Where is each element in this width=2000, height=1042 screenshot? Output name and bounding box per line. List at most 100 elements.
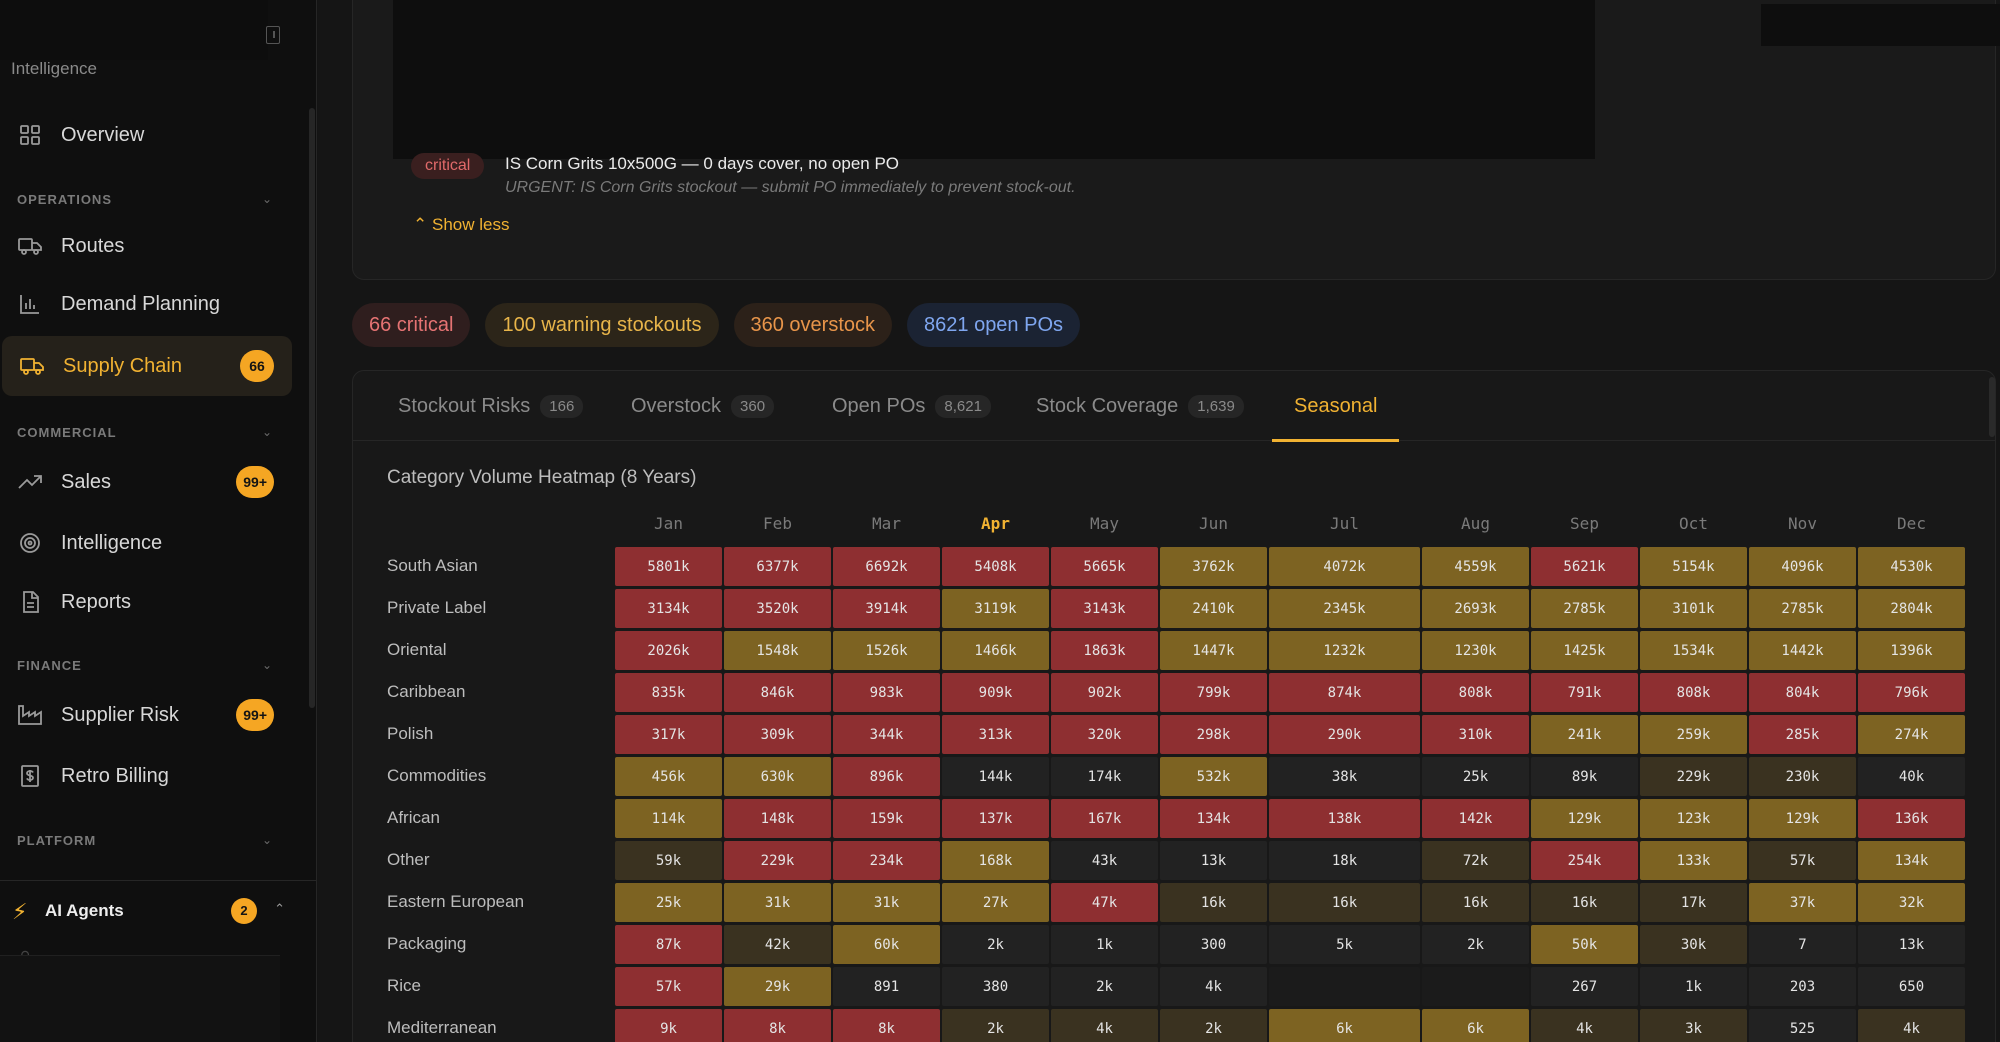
heatmap-cell[interactable]: 799k <box>1160 673 1267 712</box>
heatmap-cell[interactable]: 4072k <box>1269 547 1420 586</box>
critical-pill[interactable]: 66 critical <box>352 303 471 347</box>
heatmap-cell[interactable]: 285k <box>1749 715 1856 754</box>
heatmap-cell[interactable]: 380 <box>942 967 1049 1006</box>
sidebar-item-reports[interactable]: Reports <box>0 573 292 631</box>
heatmap-cell[interactable]: 134k <box>1160 799 1267 838</box>
heatmap-cell[interactable]: 13k <box>1160 841 1267 880</box>
sidebar-item-intelligence[interactable]: Intelligence <box>0 514 292 572</box>
chevron-up-icon[interactable]: ⌃ <box>274 901 285 916</box>
heatmap-cell[interactable]: 891 <box>833 967 940 1006</box>
heatmap-cell[interactable]: 123k <box>1640 799 1747 838</box>
heatmap-cell[interactable]: 47k <box>1051 883 1158 922</box>
card-scrollbar[interactable] <box>1989 377 1995 437</box>
heatmap-cell[interactable]: 8k <box>724 1009 831 1042</box>
heatmap-cell[interactable]: 1396k <box>1858 631 1965 670</box>
heatmap-cell[interactable]: 808k <box>1640 673 1747 712</box>
heatmap-cell[interactable]: 344k <box>833 715 940 754</box>
heatmap-cell[interactable]: 144k <box>942 757 1049 796</box>
heatmap-cell[interactable]: 5801k <box>615 547 722 586</box>
heatmap-cell[interactable]: 2k <box>1422 925 1529 964</box>
heatmap-cell[interactable]: 6k <box>1269 1009 1420 1042</box>
sidebar-item-overview[interactable]: Overview <box>0 106 292 164</box>
heatmap-cell[interactable]: 174k <box>1051 757 1158 796</box>
heatmap-cell[interactable]: 89k <box>1531 757 1638 796</box>
heatmap-cell[interactable]: 983k <box>833 673 940 712</box>
heatmap-cell[interactable]: 3134k <box>615 589 722 628</box>
heatmap-cell[interactable]: 29k <box>724 967 831 1006</box>
heatmap-cell[interactable]: 1466k <box>942 631 1049 670</box>
heatmap-cell[interactable]: 630k <box>724 757 831 796</box>
heatmap-cell[interactable]: 456k <box>615 757 722 796</box>
heatmap-cell[interactable]: 241k <box>1531 715 1638 754</box>
heatmap-cell[interactable]: 129k <box>1531 799 1638 838</box>
heatmap-cell[interactable]: 137k <box>942 799 1049 838</box>
heatmap-cell[interactable]: 4530k <box>1858 547 1965 586</box>
heatmap-cell[interactable]: 129k <box>1749 799 1856 838</box>
heatmap-cell[interactable]: 309k <box>724 715 831 754</box>
chevron-down-icon[interactable]: ⌄ <box>262 833 273 847</box>
heatmap-cell[interactable]: 16k <box>1422 883 1529 922</box>
heatmap-cell[interactable]: 25k <box>615 883 722 922</box>
heatmap-cell[interactable]: 16k <box>1160 883 1267 922</box>
heatmap-cell[interactable]: 167k <box>1051 799 1158 838</box>
heatmap-cell[interactable]: 1232k <box>1269 631 1420 670</box>
heatmap-cell[interactable]: 13k <box>1858 925 1965 964</box>
heatmap-cell[interactable]: 804k <box>1749 673 1856 712</box>
sidebar-item-supply-chain[interactable]: Supply Chain 66 <box>2 336 292 396</box>
heatmap-cell[interactable]: 896k <box>833 757 940 796</box>
heatmap-cell[interactable]: 2804k <box>1858 589 1965 628</box>
heatmap-cell[interactable]: 1534k <box>1640 631 1747 670</box>
chevron-down-icon[interactable]: ⌄ <box>262 192 273 206</box>
heatmap-cell[interactable]: 796k <box>1858 673 1965 712</box>
heatmap-cell[interactable]: 9k <box>615 1009 722 1042</box>
heatmap-cell[interactable]: 3119k <box>942 589 1049 628</box>
tab-stockout-risks[interactable]: Stockout Risks 166 <box>398 371 584 441</box>
heatmap-cell[interactable]: 60k <box>833 925 940 964</box>
heatmap-cell[interactable]: 2k <box>942 1009 1049 1042</box>
heatmap-cell[interactable]: 4k <box>1051 1009 1158 1042</box>
heatmap-cell[interactable]: 136k <box>1858 799 1965 838</box>
heatmap-cell[interactable]: 50k <box>1531 925 1638 964</box>
sidebar-item-demand-planning[interactable]: Demand Planning <box>0 275 292 333</box>
heatmap-cell[interactable]: 16k <box>1531 883 1638 922</box>
heatmap-cell[interactable]: 1863k <box>1051 631 1158 670</box>
heatmap-cell[interactable]: 4096k <box>1749 547 1856 586</box>
heatmap-cell[interactable]: 313k <box>942 715 1049 754</box>
heatmap-cell[interactable]: 6377k <box>724 547 831 586</box>
heatmap-cell[interactable]: 300 <box>1160 925 1267 964</box>
heatmap-cell[interactable]: 1447k <box>1160 631 1267 670</box>
heatmap-cell[interactable]: 2k <box>1051 967 1158 1006</box>
heatmap-cell[interactable]: 1526k <box>833 631 940 670</box>
heatmap-cell[interactable]: 1425k <box>1531 631 1638 670</box>
heatmap-cell[interactable]: 3762k <box>1160 547 1267 586</box>
tab-seasonal[interactable]: Seasonal <box>1271 371 1400 442</box>
heatmap-cell[interactable]: 874k <box>1269 673 1420 712</box>
heatmap-cell[interactable]: 2026k <box>615 631 722 670</box>
heatmap-cell[interactable]: 317k <box>615 715 722 754</box>
heatmap-cell[interactable]: 31k <box>833 883 940 922</box>
heatmap-cell[interactable]: 267 <box>1531 967 1638 1006</box>
heatmap-cell[interactable]: 2785k <box>1531 589 1638 628</box>
heatmap-cell[interactable]: 254k <box>1531 841 1638 880</box>
heatmap-cell[interactable] <box>1269 967 1420 1006</box>
heatmap-cell[interactable]: 57k <box>1749 841 1856 880</box>
heatmap-cell[interactable]: 532k <box>1160 757 1267 796</box>
heatmap-cell[interactable]: 1k <box>1640 967 1747 1006</box>
heatmap-cell[interactable]: 27k <box>942 883 1049 922</box>
open-pos-pill[interactable]: 8621 open POs <box>907 303 1081 347</box>
chevron-down-icon[interactable]: ⌄ <box>262 658 273 672</box>
heatmap-cell[interactable]: 37k <box>1749 883 1856 922</box>
heatmap-cell[interactable]: 310k <box>1422 715 1529 754</box>
heatmap-cell[interactable]: 1230k <box>1422 631 1529 670</box>
heatmap-cell[interactable]: 3520k <box>724 589 831 628</box>
heatmap-cell[interactable]: 320k <box>1051 715 1158 754</box>
heatmap-cell[interactable] <box>1422 967 1529 1006</box>
heatmap-cell[interactable]: 5154k <box>1640 547 1747 586</box>
heatmap-cell[interactable]: 72k <box>1422 841 1529 880</box>
sidebar-item-retro-billing[interactable]: Retro Billing <box>0 747 292 805</box>
tab-overstock[interactable]: Overstock 360 <box>631 371 775 441</box>
chevron-down-icon[interactable]: ⌄ <box>262 425 273 439</box>
ai-agents-panel[interactable]: ⚡︎ AI Agents 2 ⌃ <box>0 880 317 940</box>
heatmap-cell[interactable]: 229k <box>1640 757 1747 796</box>
heatmap-cell[interactable]: 902k <box>1051 673 1158 712</box>
